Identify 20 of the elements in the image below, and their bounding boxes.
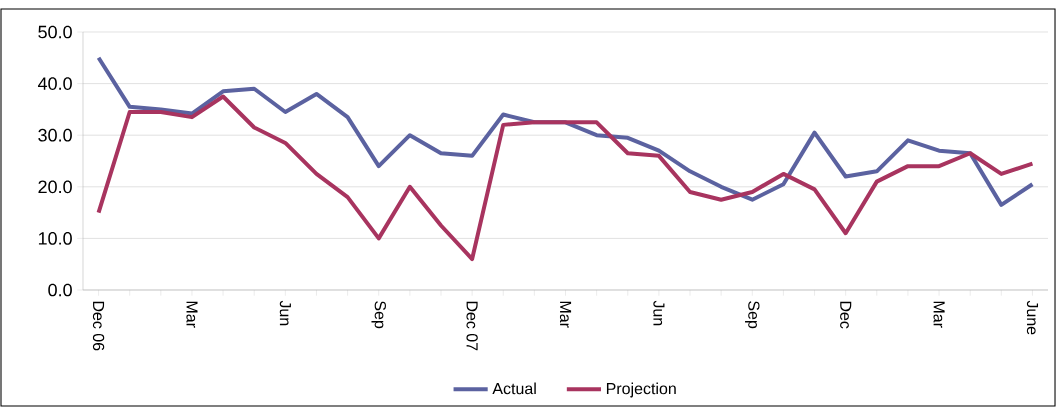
x-tick-label: Dec 06 [92, 301, 105, 351]
x-tick-label: Mar [186, 301, 198, 328]
x-tick-label: Jun [279, 300, 291, 326]
y-tick-label: 30.0 [38, 128, 72, 142]
y-tick-label: 10.0 [38, 232, 72, 245]
x-tick-label: Mar [559, 301, 572, 328]
x-tick-label: Mar [933, 301, 945, 328]
x-tick-label: Dec [840, 301, 852, 329]
x-tick-label: Dec 07 [466, 301, 478, 351]
y-tick-label: 20.0 [38, 180, 72, 194]
legend-label: Actual [492, 382, 536, 395]
x-tick-label: June [1026, 300, 1039, 335]
y-tick-label: 50.0 [38, 25, 72, 39]
y-tick-label: 0.0 [48, 283, 72, 297]
x-tick-label: Jun [653, 300, 665, 326]
x-tick-label: Sep [371, 301, 386, 329]
y-tick-label: 40.0 [37, 77, 72, 90]
line-series [96, 55, 1035, 207]
x-tick-label: Sep [745, 301, 760, 329]
legend-label: Projection [606, 382, 676, 398]
